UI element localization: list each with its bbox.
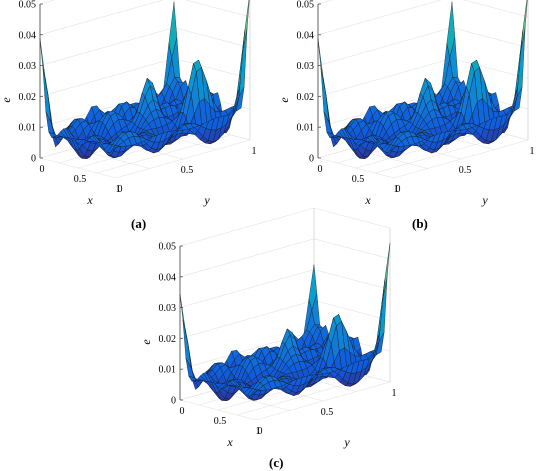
x-tick-label: 0.5 [352,174,365,185]
z-axis-label: e [0,97,13,103]
y-tick-label: 1 [252,146,257,157]
surface-cell [378,277,388,342]
x-tick-label: 0 [40,164,45,175]
z-tick-label: 0.01 [159,365,177,376]
z-tick-label: 0.05 [159,242,177,253]
caption-b: (b) [412,216,428,231]
z-axis-label: e [277,97,291,103]
wall-grid-line [179,238,391,278]
wall-grid-line [39,0,56,5]
y-axis-label: y [343,435,350,449]
z-tick-label: 0.03 [159,303,177,314]
y-tick-label: 0.5 [459,165,472,176]
wall-grid-line [317,0,334,5]
z-tick-label: 0.04 [19,30,37,41]
z-tick-label: 0 [309,154,314,165]
y-axis-label: y [203,193,210,207]
z-axis-label: e [139,339,153,345]
surface-cell [252,389,262,395]
x-tick-label: 0 [180,406,185,417]
surface-mesh [39,0,250,160]
wall-grid-line [39,0,251,36]
surface-cell [516,28,526,97]
wall-grid-line [317,27,529,66]
z-tick-label: 0.05 [19,0,37,11]
y-tick-label: 0.5 [181,165,194,176]
wall-grid-line [179,300,391,339]
wall-grid-line [317,0,529,36]
x-axis-label: x [86,193,93,207]
z-tick-label: 0.01 [19,123,37,134]
panel-a: 0 0.01 0.02 0.03 0.04 0.05 0 0.5 1 0 0.5 1 x y e [0,0,257,218]
z-tick-label: 0.03 [297,61,315,72]
surface-mesh [317,0,528,160]
wall-grid-line [179,269,391,308]
x-axis-label: x [364,193,371,207]
z-tick-label: 0 [31,154,36,165]
x-axis-label: x [226,435,233,449]
caption-a: (a) [131,216,147,231]
surface-cell [238,28,248,97]
z-tick-label: 0.01 [297,123,315,134]
z-tick-label: 0.02 [159,334,177,345]
wall-grid-line [39,27,251,66]
z-tick-label: 0.03 [19,61,37,72]
z-tick-label: 0.02 [19,92,37,103]
y-tick-label: 0.5 [321,407,334,418]
surface-cell [390,145,400,151]
z-tick-label: 0.04 [159,272,177,283]
x-tick-label: 1 [116,184,121,195]
y-tick-label: 1 [392,388,397,399]
caption-c: (c) [269,455,284,470]
z-tick-label: 0 [171,396,176,407]
x-tick-label: 1 [394,184,399,195]
y-tick-label: 1 [530,146,535,157]
x-tick-label: 0 [318,164,323,175]
panel-b: 0 0.01 0.02 0.03 0.04 0.05 0 0.5 1 0 0.5 1 x y e [277,0,535,218]
y-tick-label: 0 [396,184,401,195]
y-tick-label: 0 [118,184,123,195]
x-tick-label: 0.5 [214,416,227,427]
x-tick-label: 1 [256,426,261,437]
surface-mesh [179,243,391,402]
z-tick-label: 0.02 [297,92,315,103]
x-tick-label: 0.5 [74,174,87,185]
surface-cell [112,145,122,151]
y-axis-label: y [481,193,488,207]
y-tick-label: 0 [258,426,263,437]
z-tick-label: 0.05 [297,0,315,11]
panel-c: 0 0.01 0.02 0.03 0.04 0.05 0 0.5 1 0 0.5 1 x y e [139,207,397,460]
z-tick-label: 0.04 [297,30,315,41]
